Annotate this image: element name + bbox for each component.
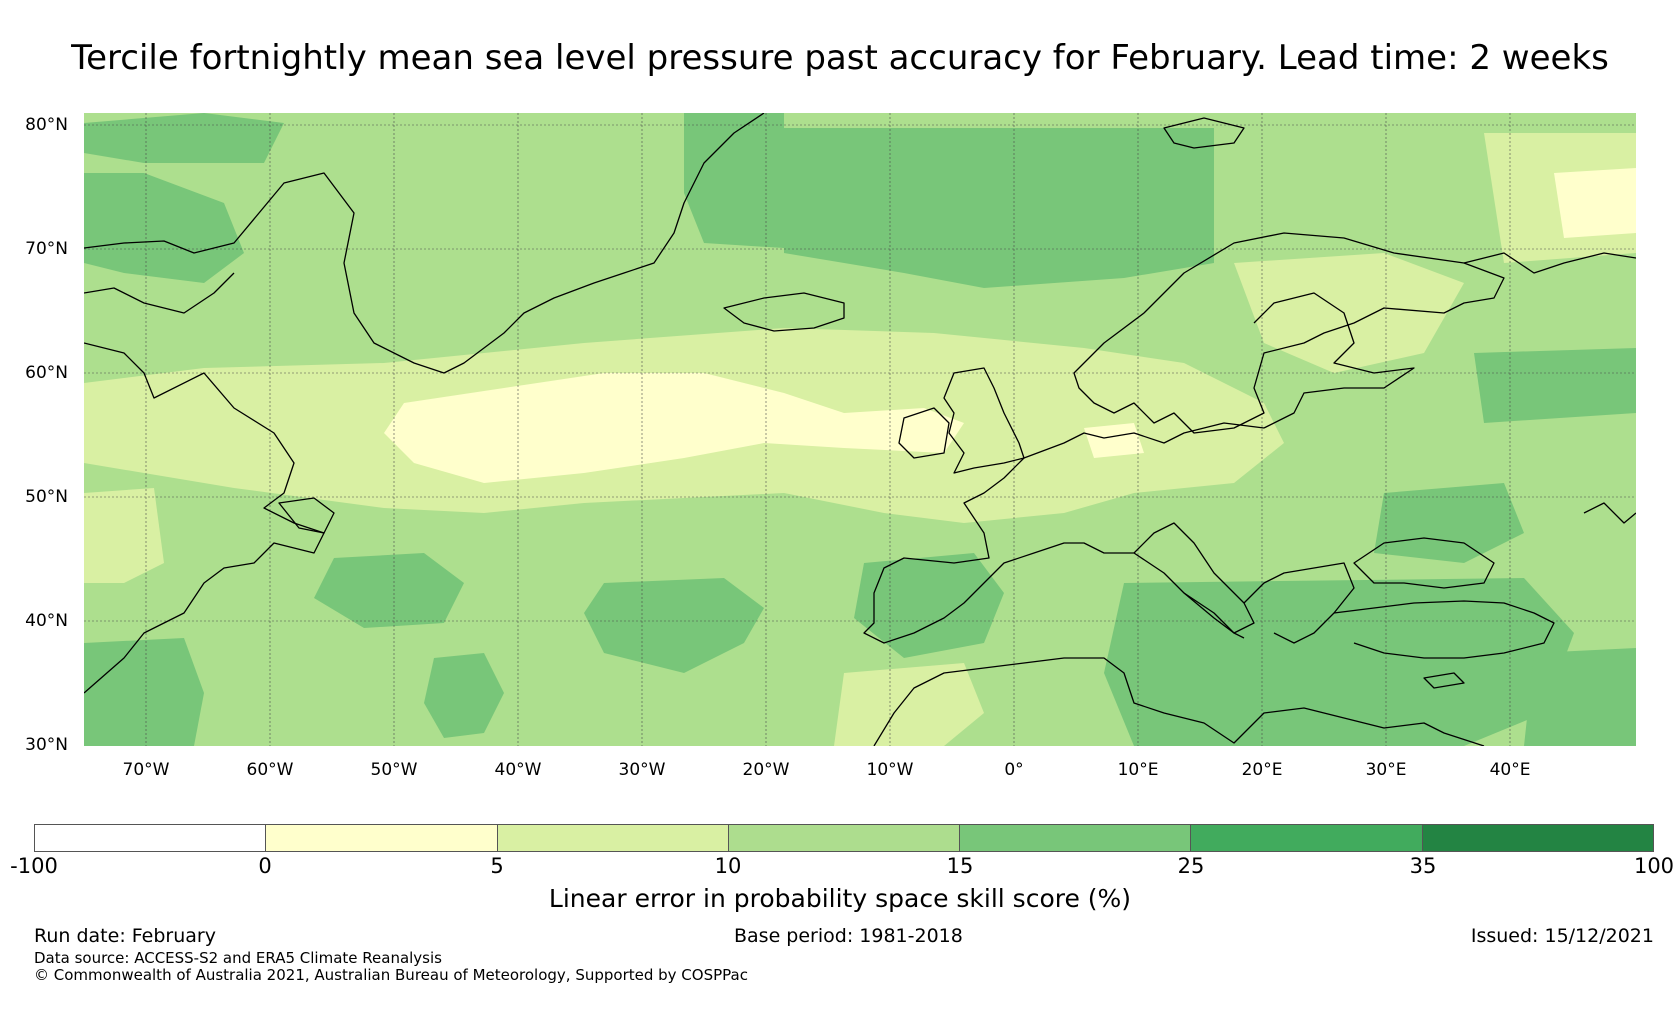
map-title: Tercile fortnightly mean sea level press… <box>71 38 1609 78</box>
colorbar-tick-10: 10 <box>714 854 742 878</box>
lon-label-20w: 20°W <box>742 760 790 780</box>
lat-label-40n: 40°N <box>25 611 68 631</box>
colorbar-label: Linear error in probability space skill … <box>548 884 1132 913</box>
colorbar-tick-neg100: -100 <box>10 854 58 878</box>
coastline-africa <box>873 657 1485 746</box>
region-0-5-northeast <box>1554 168 1636 238</box>
region-15-25-labrador <box>84 113 284 163</box>
lat-label-50n: 50°N <box>25 487 68 507</box>
colorbar-tick-15: 15 <box>946 854 974 878</box>
colorbar-tick-35: 35 <box>1409 854 1437 878</box>
lat-label-30n: 30°N <box>25 735 68 755</box>
lon-label-60w: 60°W <box>246 760 294 780</box>
coastline-caspian <box>1583 502 1636 524</box>
lon-label-40e: 40°E <box>1489 760 1531 780</box>
base-period: Base period: 1981-2018 <box>734 925 963 947</box>
coastline-baltic <box>1253 292 1415 429</box>
lon-label-10w: 10°W <box>866 760 914 780</box>
coastline-labrador <box>84 342 325 694</box>
colorbar-segment-35-100 <box>1422 825 1653 851</box>
colorbar-tick-0: 0 <box>258 854 272 878</box>
region-15-25-mid-atlantic <box>584 578 764 673</box>
region-0-5-north-sea <box>1084 423 1144 458</box>
coastline-greenland <box>84 113 765 374</box>
region-15-25-north-atlantic <box>784 128 1214 288</box>
skill-regions <box>84 113 1636 746</box>
coastline-europe-west <box>1023 422 1265 459</box>
map-panel <box>84 113 1636 746</box>
coastline-cyprus <box>1423 672 1465 689</box>
lon-label-30e: 30°E <box>1365 760 1407 780</box>
region-15-25-europe-east <box>1374 483 1524 563</box>
issued-date: Issued: 15/12/2021 <box>1470 925 1654 947</box>
data-source: Data source: ACCESS-S2 and ERA5 Climate … <box>34 949 442 967</box>
colorbar <box>34 824 1654 852</box>
region-5-10-scandinavia <box>1234 253 1464 373</box>
lat-label-80n: 80°N <box>25 115 68 135</box>
coastline-scandinavia <box>1073 232 1505 434</box>
lon-label-0: 0° <box>1004 760 1024 780</box>
lon-label-50w: 50°W <box>370 760 418 780</box>
lon-label-70w: 70°W <box>122 760 170 780</box>
region-5-10-sahara <box>834 663 984 746</box>
lon-label-20e: 20°E <box>1241 760 1283 780</box>
coastline-ireland <box>898 407 950 459</box>
region-0-5-central-atlantic <box>384 373 964 483</box>
coastline-russia-north <box>1463 252 1636 274</box>
colorbar-segment-0-5 <box>266 825 498 851</box>
lon-label-10e: 10°E <box>1117 760 1159 780</box>
coastline-newfoundland <box>278 497 335 534</box>
colorbar-tick-100: 100 <box>1633 854 1675 878</box>
lon-label-30w: 30°W <box>618 760 666 780</box>
coastline-baffin <box>84 272 235 314</box>
coastlines <box>84 113 1636 746</box>
coastline-iceland <box>723 292 845 332</box>
skill-score-map <box>84 113 1636 746</box>
lon-label-40w: 40°W <box>494 760 542 780</box>
coastline-balkans <box>1243 562 1355 644</box>
region-15-25-east-corner <box>1524 648 1636 746</box>
coastline-italy <box>1133 522 1255 634</box>
lat-label-60n: 60°N <box>25 363 68 383</box>
coastline-svalbard <box>1163 117 1245 149</box>
colorbar-tick-5: 5 <box>490 854 504 878</box>
region-5-10-canada-south <box>84 488 164 583</box>
coastline-britain <box>943 367 1025 474</box>
colorbar-segment-neg100-0 <box>35 825 267 851</box>
copyright: © Commonwealth of Australia 2021, Austra… <box>34 966 748 984</box>
region-15-25-ural <box>1474 348 1636 423</box>
region-15-25-sw-corner <box>84 638 204 746</box>
colorbar-segment-25-35 <box>1191 825 1423 851</box>
colorbar-segment-5-10 <box>497 825 729 851</box>
colorbar-segment-15-25 <box>960 825 1192 851</box>
coastline-france-iberia <box>863 457 1245 644</box>
region-15-25-greenland-sea <box>684 113 784 248</box>
region-15-25-iberia-west <box>854 553 1004 658</box>
region-15-25-azores-south <box>424 653 504 738</box>
coastline-black-sea <box>1353 537 1495 589</box>
lat-label-70n: 70°N <box>25 239 68 259</box>
region-15-25-central-atlantic <box>314 553 464 628</box>
colorbar-segment-10-15 <box>728 825 961 851</box>
region-15-25-canada-north <box>84 173 244 283</box>
colorbar-tick-25: 25 <box>1177 854 1205 878</box>
run-date: Run date: February <box>34 925 216 947</box>
coastline-turkey <box>1333 600 1555 659</box>
